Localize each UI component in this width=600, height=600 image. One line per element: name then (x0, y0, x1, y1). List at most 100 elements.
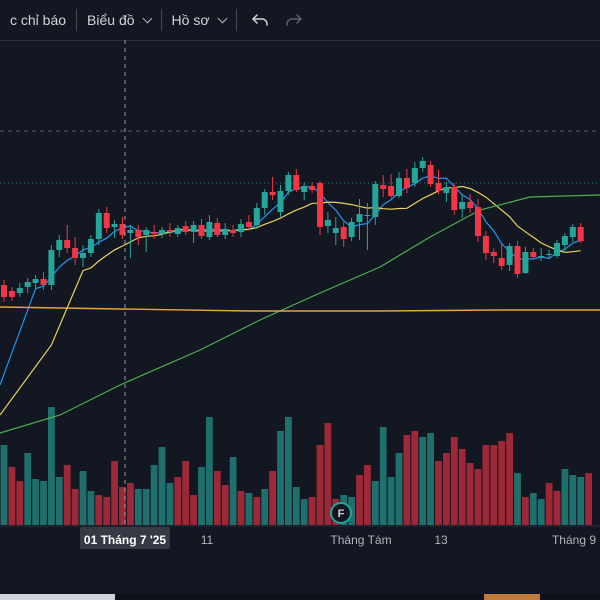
x-tick-label: Tháng Tám (330, 533, 391, 547)
volume-bar (387, 477, 395, 525)
toolbar-divider (160, 9, 162, 31)
volume-bar (506, 433, 513, 525)
candle-body (151, 232, 158, 234)
volume-bar (32, 479, 39, 525)
candle-body (514, 246, 521, 274)
candle-body (206, 222, 213, 237)
volume-bar (292, 487, 300, 525)
volume-bar (174, 477, 182, 525)
volume-bar (450, 437, 458, 525)
candle-body (490, 252, 497, 256)
chart-type-label: Biểu đồ (87, 12, 135, 28)
crosshair-date-label: 01 Tháng 7 '25 (84, 533, 167, 547)
volume-bar (522, 497, 529, 525)
candle-body (435, 183, 442, 191)
chart-overlay: F (124, 40, 352, 525)
volume-bar (269, 471, 276, 525)
candlesticks (1, 157, 584, 302)
volume-bar (364, 465, 371, 525)
candle-body (48, 250, 55, 285)
volume-bar (308, 497, 316, 525)
candle-body (396, 178, 402, 196)
volume-bar (300, 499, 308, 525)
candle-body (332, 228, 339, 233)
volume-bar (458, 449, 466, 525)
undo-button[interactable] (243, 0, 277, 40)
undo-icon (251, 14, 268, 26)
candle-body (64, 240, 71, 248)
scroll-indicator (0, 594, 115, 600)
volume-bar (24, 453, 32, 525)
candle-body (340, 227, 347, 239)
candle-body (451, 187, 458, 210)
candle-body (269, 192, 276, 195)
volume-bar (71, 489, 79, 525)
volume-bar (127, 483, 134, 525)
volume-bar (103, 497, 111, 525)
candle-body (324, 220, 331, 226)
bottom-status-bar (0, 594, 600, 600)
candle-body (317, 183, 323, 227)
volume-bar (285, 417, 292, 525)
volume-bar (395, 453, 403, 525)
volume-bar (466, 463, 474, 525)
candle-body (174, 228, 181, 234)
volume-bar (158, 447, 166, 525)
volume-bar (529, 493, 537, 525)
volume-bar (371, 481, 379, 525)
volume-bar (229, 457, 237, 525)
volume-bar (419, 437, 427, 525)
candle-body (467, 202, 474, 208)
indicators-button[interactable]: c chỉ báo (0, 0, 76, 40)
candle-body (95, 213, 102, 239)
price-chart[interactable]: F 11 Tháng Tám 13 Tháng 9 01 Tháng 7 '25 (0, 40, 600, 594)
chart-type-dropdown[interactable]: Biểu đồ (77, 0, 160, 40)
candle-body (522, 252, 529, 273)
candle-body (293, 175, 300, 190)
candle-body (403, 178, 410, 188)
candle-body (72, 248, 79, 258)
earnings-marker-circle (330, 502, 352, 524)
volume-bar (245, 493, 253, 525)
ma-long-line (0, 306, 600, 312)
volume-bar (48, 407, 55, 525)
candle-body (348, 222, 355, 237)
volume-bar (514, 473, 521, 525)
candle-body (530, 252, 537, 257)
volume-bar (119, 487, 126, 525)
candle-body (277, 191, 284, 212)
volume-bar (435, 461, 442, 525)
volume-bar (443, 453, 450, 525)
candle-body (222, 229, 229, 235)
volume-bar (490, 445, 498, 525)
candle-body (388, 186, 395, 196)
candle-body (364, 215, 371, 216)
candle-body (372, 184, 379, 217)
volume-bar (585, 473, 592, 525)
profile-dropdown[interactable]: Hồ sơ (162, 0, 236, 40)
volume-bar (324, 423, 332, 525)
candle-body (253, 208, 260, 225)
chevron-down-icon (217, 13, 227, 23)
ma-fast-line (0, 175, 581, 386)
crosshair-date-badge (80, 527, 170, 549)
candle-body (119, 224, 126, 235)
chevron-down-icon (142, 13, 152, 23)
candle-body (135, 230, 142, 237)
candle-body (111, 224, 118, 227)
redo-button[interactable] (277, 0, 311, 40)
candle-body (103, 213, 110, 228)
ma-slow-line (0, 194, 600, 434)
volume-bar (474, 469, 482, 525)
candle-body (554, 243, 560, 256)
volume-bar (182, 461, 190, 525)
scroll-marker (484, 594, 540, 600)
candle-body (419, 161, 426, 168)
candle-body (309, 186, 316, 190)
volume-bars (0, 407, 592, 525)
candle-body (561, 236, 568, 245)
candle-body (261, 192, 268, 208)
volume-bar (55, 477, 63, 525)
candle-body (245, 222, 252, 227)
x-tick-label: 11 (201, 533, 214, 547)
